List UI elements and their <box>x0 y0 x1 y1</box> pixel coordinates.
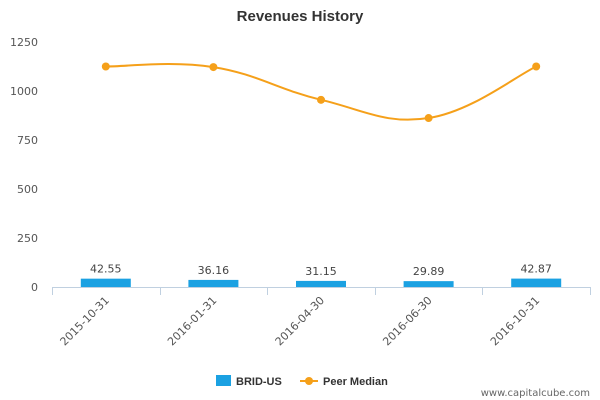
peer-median-point-2015-10-31 <box>101 62 110 71</box>
x-tick-label: 2016-04-30 <box>273 294 327 348</box>
peer-median-line <box>105 62 537 121</box>
peer-median-point-2016-10-31 <box>532 62 541 71</box>
legend-label-brid-us: BRID-US <box>236 376 282 388</box>
peer-median-point-2016-01-31 <box>209 63 218 72</box>
legend-label-peer-median: Peer Median <box>323 376 388 388</box>
bar-data-label: 42.55 <box>90 263 122 276</box>
watermark-text: www.capitalcube.com <box>481 388 590 399</box>
legend-line-marker <box>305 377 313 385</box>
line-series <box>101 62 541 123</box>
bar-data-label: 42.87 <box>520 263 552 276</box>
peer-median-point-2016-06-30 <box>424 114 433 123</box>
bar-data-label: 31.15 <box>305 265 337 278</box>
bar-2016-10-31 <box>511 278 562 287</box>
y-axis: 0 250 500 750 1000 1250 <box>10 36 38 294</box>
chart-title: Revenues History <box>237 8 364 25</box>
y-tick-label: 1000 <box>10 85 38 98</box>
bar-data-label: 36.16 <box>198 264 230 277</box>
y-tick-label: 250 <box>17 232 38 245</box>
x-axis: 2015-10-31 2016-01-31 2016-04-30 2016-06-30… <box>52 287 591 348</box>
bar-data-label: 29.89 <box>413 265 445 278</box>
x-tick-label: 2015-10-31 <box>58 294 112 348</box>
bar-2016-01-31 <box>188 279 239 287</box>
y-tick-label: 1250 <box>10 36 38 49</box>
bar-2015-10-31 <box>80 278 131 287</box>
x-tick-label: 2016-06-30 <box>380 294 434 348</box>
bar-2016-04-30 <box>296 280 346 287</box>
y-tick-label: 750 <box>17 134 38 147</box>
legend-bar-swatch <box>216 375 231 386</box>
x-tick-label: 2016-01-31 <box>165 294 219 348</box>
bar-2016-06-30 <box>403 281 454 287</box>
bar-series: 42.55 36.16 31.15 29.89 42.87 <box>80 263 562 287</box>
legend: BRID-US Peer Median <box>216 375 388 388</box>
x-tick-label: 2016-10-31 <box>488 294 542 348</box>
y-tick-label: 0 <box>31 281 38 294</box>
peer-median-point-2016-04-30 <box>317 95 325 104</box>
y-tick-label: 500 <box>17 183 38 196</box>
